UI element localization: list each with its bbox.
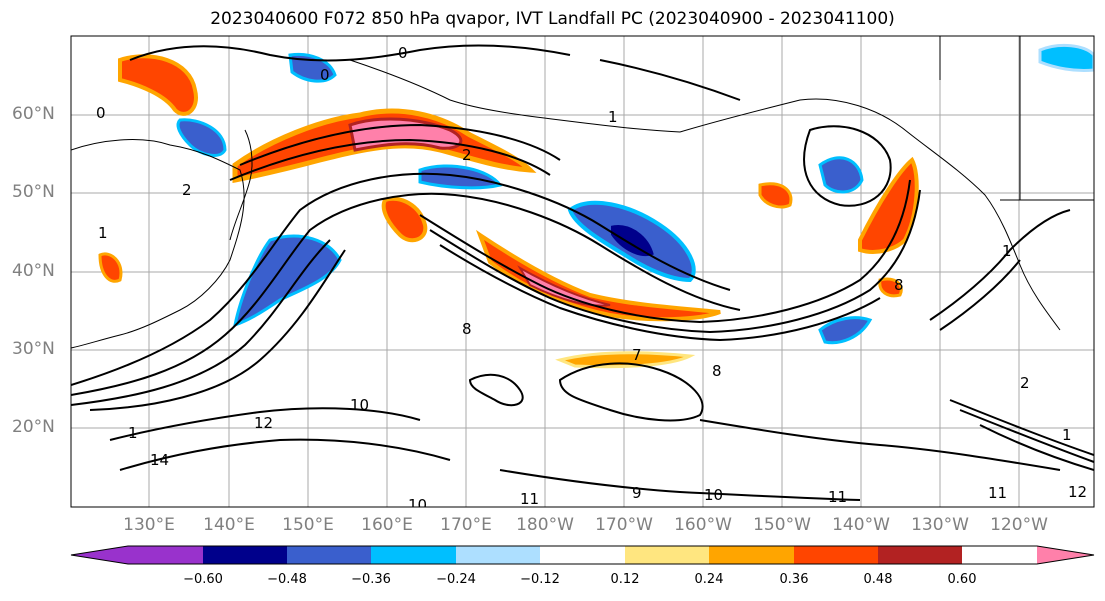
contour-label: 10 bbox=[408, 496, 427, 514]
colorbar-tick-label: −0.24 bbox=[436, 572, 476, 587]
contour-label: 1 bbox=[1062, 426, 1072, 444]
lon-label: 150°W bbox=[753, 515, 811, 535]
contour-label: 14 bbox=[150, 451, 169, 469]
lat-label: 20°N bbox=[12, 417, 55, 437]
colorbar-segment bbox=[709, 546, 794, 564]
colorbar-tick-label: 0.48 bbox=[863, 572, 893, 587]
colorbar-segments bbox=[128, 546, 962, 564]
lon-label: 130°W bbox=[911, 515, 969, 535]
contour-label: 0 bbox=[320, 66, 330, 84]
lon-label: 160°W bbox=[674, 515, 732, 535]
lat-label: 60°N bbox=[12, 104, 55, 124]
lon-label: 170°E bbox=[440, 515, 492, 535]
lon-label: 120°W bbox=[990, 515, 1048, 535]
colorbar bbox=[70, 545, 1095, 565]
colorbar-tick-label: −0.48 bbox=[267, 572, 307, 587]
contour-label: 1 bbox=[98, 224, 108, 242]
lon-label: 160°E bbox=[361, 515, 413, 535]
contour-label: 11 bbox=[988, 484, 1007, 502]
colorbar-segment bbox=[794, 546, 878, 564]
contour-label: 10 bbox=[350, 396, 369, 414]
contour-label: 0 bbox=[398, 44, 408, 62]
contour-label: 8 bbox=[712, 362, 722, 380]
contour-label: 2 bbox=[462, 146, 472, 164]
lat-label: 30°N bbox=[12, 339, 55, 359]
lon-label: 140°W bbox=[832, 515, 890, 535]
colorbar-segment bbox=[287, 546, 371, 564]
contour-label: 8 bbox=[894, 276, 904, 294]
colorbar-tick-label: 0.24 bbox=[694, 572, 724, 587]
colorbar-segment bbox=[128, 546, 203, 564]
colorbar-extend-low bbox=[71, 546, 128, 564]
contour-label: 1 bbox=[1002, 242, 1012, 260]
colorbar-segment bbox=[456, 546, 540, 564]
colorbar-segment bbox=[203, 546, 287, 564]
ivt-contours bbox=[71, 44, 1094, 501]
colorbar-tick-label: 0.36 bbox=[779, 572, 809, 587]
contour-label: 12 bbox=[254, 414, 273, 432]
contour-label: 9 bbox=[632, 484, 642, 502]
contour-label: 11 bbox=[520, 490, 539, 508]
colorbar-tick-label: −0.12 bbox=[520, 572, 560, 587]
lat-label: 50°N bbox=[12, 182, 55, 202]
contour-label: 2 bbox=[182, 181, 192, 199]
colorbar-segment bbox=[371, 546, 456, 564]
contour-label: 8 bbox=[462, 320, 472, 338]
colorbar-segment bbox=[540, 546, 625, 564]
shaded-negative-anomalies bbox=[176, 43, 1094, 345]
lat-label: 40°N bbox=[12, 261, 55, 281]
map-content: 0 0 0 1 1 2 2 1 12 14 10 10 11 11 11 12 … bbox=[71, 36, 1094, 514]
contour-label: 1 bbox=[128, 424, 138, 442]
contour-label-group: 0 0 0 1 1 2 2 1 12 14 10 10 11 11 11 12 … bbox=[96, 44, 1087, 514]
lon-label: 130°E bbox=[123, 515, 175, 535]
lon-label: 140°E bbox=[203, 515, 255, 535]
contour-label: 0 bbox=[96, 104, 106, 122]
contour-label: 12 bbox=[1068, 483, 1087, 501]
contour-label: 1 bbox=[608, 108, 618, 126]
colorbar-tick-label: 0.60 bbox=[947, 572, 977, 587]
colorbar-tick-label: 0.12 bbox=[610, 572, 640, 587]
lon-label: 180°W bbox=[516, 515, 574, 535]
contour-label: 10 bbox=[704, 486, 723, 504]
colorbar-segment bbox=[878, 546, 962, 564]
contour-label: 11 bbox=[828, 488, 847, 506]
colorbar-outline bbox=[70, 545, 1095, 565]
colorbar-segment bbox=[625, 546, 709, 564]
lon-label: 170°W bbox=[595, 515, 653, 535]
colorbar-tick-label: −0.36 bbox=[351, 572, 391, 587]
lon-label: 150°E bbox=[282, 515, 334, 535]
colorbar-tick-label: −0.60 bbox=[183, 572, 223, 587]
map-title: 2023040600 F072 850 hPa qvapor, IVT Land… bbox=[210, 9, 895, 29]
map-frame bbox=[70, 35, 1095, 508]
coastlines bbox=[71, 36, 1094, 349]
colorbar-extend-high bbox=[1037, 546, 1094, 564]
contour-label: 7 bbox=[632, 346, 642, 364]
contour-label: 2 bbox=[1020, 374, 1030, 392]
